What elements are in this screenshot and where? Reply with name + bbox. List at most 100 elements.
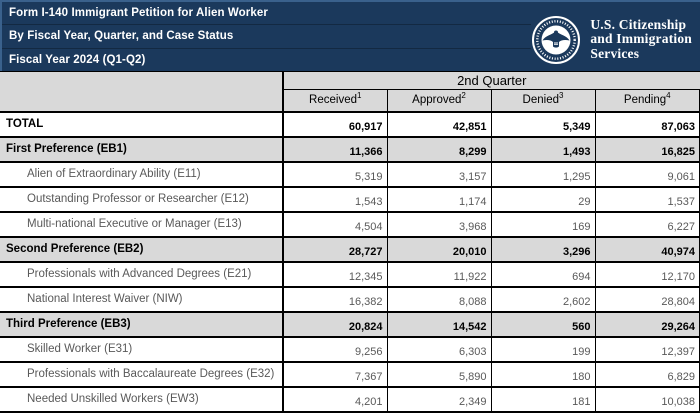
row-label: National Interest Waiver (NIW) (0, 285, 284, 313)
quarter-header: 2nd Quarter (282, 71, 700, 90)
cell-value: 169 (490, 210, 596, 238)
table-row: Multi-national Executive or Manager (E13… (0, 210, 700, 238)
cell-value: 14,542 (386, 310, 492, 338)
cell-value: 5,349 (490, 110, 596, 138)
cell-value: 181 (490, 385, 596, 413)
table-row: Professionals with Baccalaureate Degrees… (0, 360, 700, 388)
uscis-logo-text: U.S. Citizenship and Immigration Service… (590, 16, 692, 62)
table-row: First Preference (EB1) 11,366 8,299 1,493 16… (0, 135, 700, 163)
cell-value: 1,493 (490, 135, 596, 163)
table-row: Outstanding Professor or Researcher (E12… (0, 185, 700, 213)
cell-value: 6,227 (594, 210, 700, 238)
row-label: TOTAL (0, 110, 284, 138)
cell-value: 8,088 (386, 285, 492, 313)
cell-value: 87,063 (594, 110, 700, 138)
report-title-line-3: Fiscal Year 2024 (Q1-Q2) (9, 53, 146, 66)
corner-cell (0, 71, 284, 113)
row-label: Outstanding Professor or Researcher (E12… (0, 185, 284, 213)
cell-value: 2,349 (386, 385, 492, 413)
cell-value: 29 (490, 185, 596, 213)
row-label: Second Preference (EB2) (0, 235, 284, 263)
column-header-approved: Approved2 (386, 89, 492, 113)
cell-value: 60,917 (282, 110, 388, 138)
cell-value: 28,727 (282, 235, 388, 263)
cell-value: 20,010 (386, 235, 492, 263)
cell-value: 42,851 (386, 110, 492, 138)
column-header-received: Received1 (282, 89, 388, 113)
table-row: Second Preference (EB2) 28,727 20,010 3,296… (0, 235, 700, 263)
row-label: Alien of Extraordinary Ability (E11) (0, 160, 284, 188)
cell-value: 8,299 (386, 135, 492, 163)
table-body: TOTAL 60,917 42,851 5,349 87,063 First Prefer… (0, 110, 700, 413)
column-header-label: Received (309, 94, 357, 107)
column-header-label: Denied (522, 94, 559, 107)
report-title-block: Form I-140 Immigrant Petition for Alien … (2, 2, 532, 71)
cell-value: 4,504 (282, 210, 388, 238)
cell-value: 11,366 (282, 135, 388, 163)
row-label: Multi-national Executive or Manager (E13… (0, 210, 284, 238)
table-row: Alien of Extraordinary Ability (E11) 5,31… (0, 160, 700, 188)
dhs-seal-icon (532, 15, 581, 64)
cell-value: 6,829 (594, 360, 700, 388)
uscis-logo-line-2: and Immigration (590, 31, 692, 47)
cell-value: 5,890 (386, 360, 492, 388)
report-header-banner: Form I-140 Immigrant Petition for Alien … (0, 0, 700, 71)
cell-value: 7,367 (282, 360, 388, 388)
cell-value: 4,201 (282, 385, 388, 413)
row-label: Professionals with Baccalaureate Degrees… (0, 360, 284, 388)
uscis-logo-line-1: U.S. Citizenship (590, 16, 687, 32)
cell-value: 694 (490, 260, 596, 288)
row-label: Skilled Worker (E31) (0, 335, 284, 363)
cell-value: 11,922 (386, 260, 492, 288)
cell-value: 560 (490, 310, 596, 338)
table-row: Third Preference (EB3) 20,824 14,542 560 29,… (0, 310, 700, 338)
column-header-row: Received1 Approved2 Denied3 Pending4 (0, 89, 700, 113)
cell-value: 1,295 (490, 160, 596, 188)
row-label: Third Preference (EB3) (0, 310, 284, 338)
uscis-logo: U.S. Citizenship and Immigration Service… (531, 2, 700, 71)
table-row: Needed Unskilled Workers (EW3) 4,201 2,349… (0, 385, 700, 413)
footnote-marker-2: 2 (461, 91, 466, 101)
report-title-line-1: Form I-140 Immigrant Petition for Alien … (2, 2, 532, 26)
cell-value: 28,804 (594, 285, 700, 313)
table-row: TOTAL 60,917 42,851 5,349 87,063 (0, 110, 700, 138)
cell-value: 9,061 (594, 160, 700, 188)
column-header-pending: Pending4 (594, 89, 700, 113)
table-header: 2nd Quarter Received1 Approved2 Denied3 … (0, 71, 700, 113)
cell-value: 1,537 (594, 185, 700, 213)
cell-value: 12,345 (282, 260, 388, 288)
table-row: Professionals with Advanced Degrees (E21… (0, 260, 700, 288)
footnote-marker-4: 4 (666, 91, 671, 101)
column-header-denied: Denied3 (490, 89, 596, 113)
row-label: Needed Unskilled Workers (EW3) (0, 385, 284, 413)
column-header-label: Pending (623, 94, 667, 107)
cell-value: 16,825 (594, 135, 700, 163)
cell-value: 3,157 (386, 160, 492, 188)
quarter-header-row: 2nd Quarter (0, 71, 700, 113)
cell-value: 12,397 (594, 335, 700, 363)
column-header-label: Approved (412, 94, 462, 107)
cell-value: 1,543 (282, 185, 388, 213)
row-label: First Preference (EB1) (0, 135, 284, 163)
row-label: Professionals with Advanced Degrees (E21… (0, 260, 284, 288)
table-row: National Interest Waiver (NIW) 16,382 8,08… (0, 285, 700, 313)
table-row: Skilled Worker (E31) 9,256 6,303 199 12,397 (0, 335, 700, 363)
report-title-line-2: By Fiscal Year, Quarter, and Case Status (2, 25, 532, 49)
cell-value: 3,968 (386, 210, 492, 238)
cell-value: 9,256 (282, 335, 388, 363)
footnote-marker-1: 1 (357, 91, 362, 101)
cell-value: 20,824 (282, 310, 388, 338)
cell-value: 5,319 (282, 160, 388, 188)
cell-value: 3,296 (490, 235, 596, 263)
cell-value: 2,602 (490, 285, 596, 313)
cell-value: 16,382 (282, 285, 388, 313)
uscis-logo-line-3: Services (590, 45, 640, 61)
i140-data-table: 2nd Quarter Received1 Approved2 Denied3 … (0, 71, 700, 413)
cell-value: 1,174 (386, 185, 492, 213)
cell-value: 6,303 (386, 335, 492, 363)
cell-value: 180 (490, 360, 596, 388)
cell-value: 40,974 (594, 235, 700, 263)
cell-value: 10,038 (594, 385, 700, 413)
footnote-marker-3: 3 (559, 91, 564, 101)
